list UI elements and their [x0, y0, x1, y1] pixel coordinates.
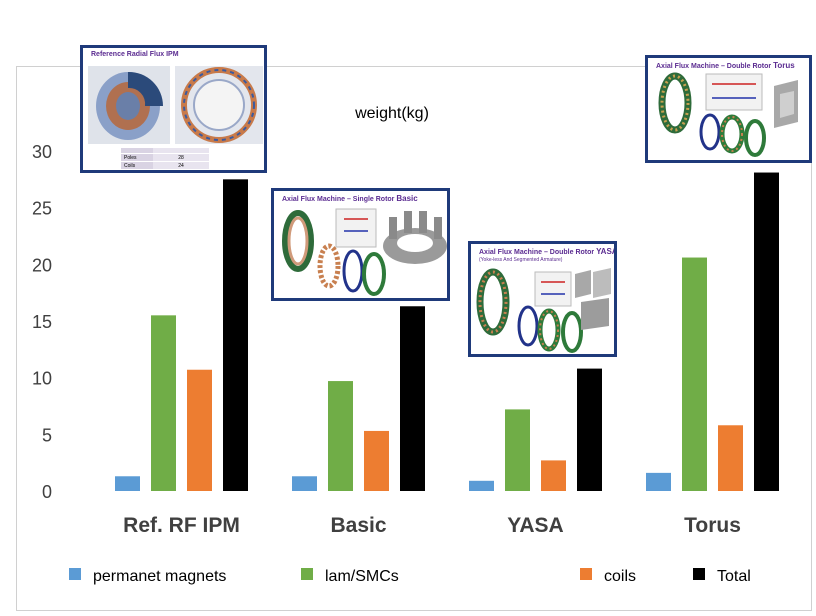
bar-total: [400, 306, 425, 491]
legend-swatch: [301, 568, 313, 580]
inset-basic-title: Axial Flux Machine – Single Rotor Basic: [282, 194, 418, 203]
bar-permanet-magnets: [646, 472, 671, 491]
inset-yasa: Axial Flux Machine – Double Rotor YASA (…: [468, 241, 617, 357]
bar-total: [223, 179, 248, 492]
legend-label: Total: [717, 568, 751, 585]
x-category-label: Ref. RF IPM: [123, 514, 240, 537]
y-tick-label: 10: [32, 369, 52, 389]
x-category-label: Torus: [684, 514, 741, 537]
inset-yasa-title: Axial Flux Machine – Double Rotor YASA: [479, 247, 617, 256]
bar-lam-smcs: [151, 315, 176, 491]
inset-ref-ipm-title: Reference Radial Flux IPM: [91, 51, 179, 58]
bar-lam-smcs: [505, 409, 530, 491]
poles-label: Poles: [121, 153, 153, 162]
y-tick-label: 30: [32, 142, 52, 162]
y-tick-label: 25: [32, 199, 52, 219]
bar-permanet-magnets: [115, 476, 140, 491]
basic-machine-illustration: [282, 208, 447, 296]
inset-torus-title: Axial Flux Machine – Double Rotor Torus: [656, 61, 795, 70]
inset-torus: Axial Flux Machine – Double Rotor Torus: [645, 55, 812, 163]
yasa-machine-illustration: [476, 268, 611, 353]
y-tick-label: 5: [42, 425, 52, 445]
x-category-label: YASA: [507, 514, 563, 537]
inset-basic: Axial Flux Machine – Single Rotor Basic: [271, 188, 450, 301]
bar-coils: [541, 460, 566, 491]
bar-total: [754, 172, 779, 492]
bar-coils: [718, 425, 743, 491]
bar-coils: [187, 369, 212, 491]
poles-value: 28: [153, 153, 209, 162]
y-tick-label: 20: [32, 255, 52, 275]
ipm-spec-table: Poles 28 Coils 24: [121, 148, 209, 170]
legend-swatch: [69, 568, 81, 580]
bar-total: [577, 368, 602, 491]
y-tick-label: 15: [32, 312, 52, 332]
legend-swatch: [580, 568, 592, 580]
bar-permanet-magnets: [292, 476, 317, 491]
legend-label: lam/SMCs: [325, 568, 399, 585]
legend-label: permanet magnets: [93, 568, 226, 585]
torus-machine-illustration: [658, 72, 798, 157]
legend-label: coils: [604, 568, 636, 585]
ipm-machine-illustration: [88, 66, 263, 144]
coils-value: 24: [153, 161, 209, 170]
bar-permanet-magnets: [469, 480, 494, 491]
y-tick-label: 0: [42, 482, 52, 502]
chart-title: weight(kg): [354, 105, 429, 122]
coils-label: Coils: [121, 161, 153, 170]
inset-ref-ipm: Reference Radial Flux IPM Poles 28 Coils 2…: [80, 45, 267, 173]
bar-lam-smcs: [328, 381, 353, 491]
legend-swatch: [693, 568, 705, 580]
x-category-label: Basic: [330, 514, 386, 537]
inset-yasa-subtitle: (Yoke-less And Segmented Armature): [479, 257, 563, 263]
bar-lam-smcs: [682, 257, 707, 491]
bar-coils: [364, 430, 389, 491]
